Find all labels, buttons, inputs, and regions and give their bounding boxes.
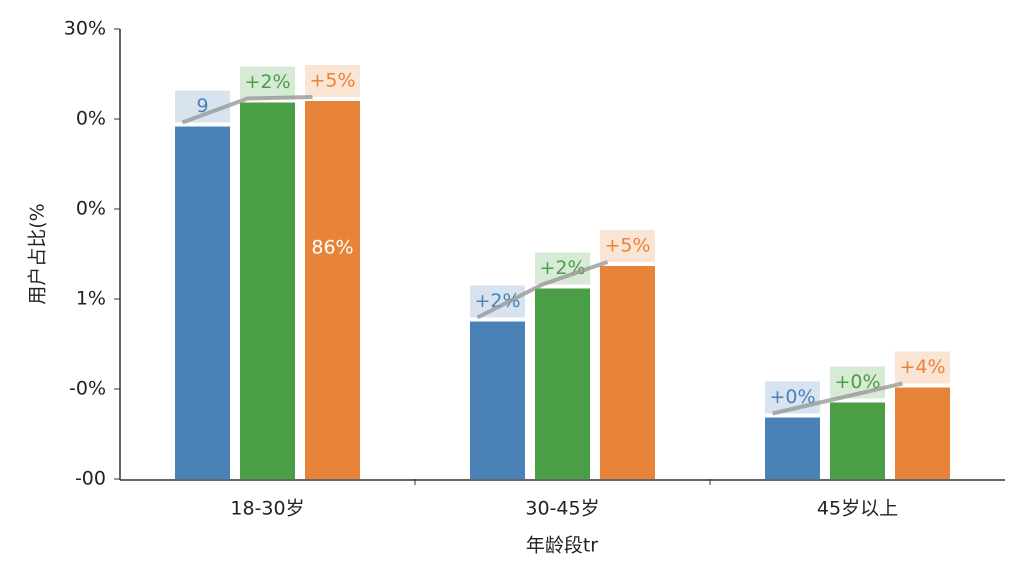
label-bg bbox=[600, 230, 655, 262]
y-tick-label: 30% bbox=[64, 18, 106, 40]
y-tick-label: -00 bbox=[75, 468, 106, 490]
bar bbox=[830, 402, 885, 479]
trend-line bbox=[772, 381, 903, 416]
annotation: 86% bbox=[311, 237, 353, 259]
y-axis-label: 用户占比(% bbox=[27, 203, 49, 304]
bar-label: +2% bbox=[474, 290, 520, 312]
trend-line bbox=[181, 95, 313, 125]
bar bbox=[535, 288, 590, 479]
bar bbox=[765, 417, 820, 479]
label-bg bbox=[895, 351, 950, 384]
label-bg bbox=[305, 65, 360, 97]
bar-label: +0% bbox=[834, 371, 880, 393]
bar-label: +2% bbox=[244, 71, 290, 93]
x-tick-label: 18-30岁 bbox=[230, 498, 304, 520]
x-axis-label: 年龄段tr bbox=[526, 535, 598, 557]
bar-label: +4% bbox=[899, 356, 945, 378]
bar bbox=[175, 126, 230, 479]
bar bbox=[600, 266, 655, 479]
y-tick-label: 0% bbox=[76, 198, 106, 220]
bar-label: 9 bbox=[196, 95, 208, 117]
label-bg bbox=[240, 66, 295, 99]
x-tick-label: 45岁以上 bbox=[817, 498, 898, 520]
bar bbox=[470, 321, 525, 479]
y-tick-label: -0% bbox=[69, 378, 106, 400]
y-tick-label: 0% bbox=[76, 108, 106, 130]
bar bbox=[305, 101, 360, 479]
bar bbox=[895, 387, 950, 479]
bar-label: +5% bbox=[604, 235, 650, 257]
y-tick-label: 1% bbox=[76, 288, 106, 310]
label-bg bbox=[470, 285, 525, 318]
trend-line bbox=[476, 260, 609, 320]
bar-label: +0% bbox=[769, 386, 815, 408]
x-tick-label: 30-45岁 bbox=[525, 498, 599, 520]
bar-label: +5% bbox=[309, 70, 355, 92]
bar bbox=[240, 102, 295, 479]
